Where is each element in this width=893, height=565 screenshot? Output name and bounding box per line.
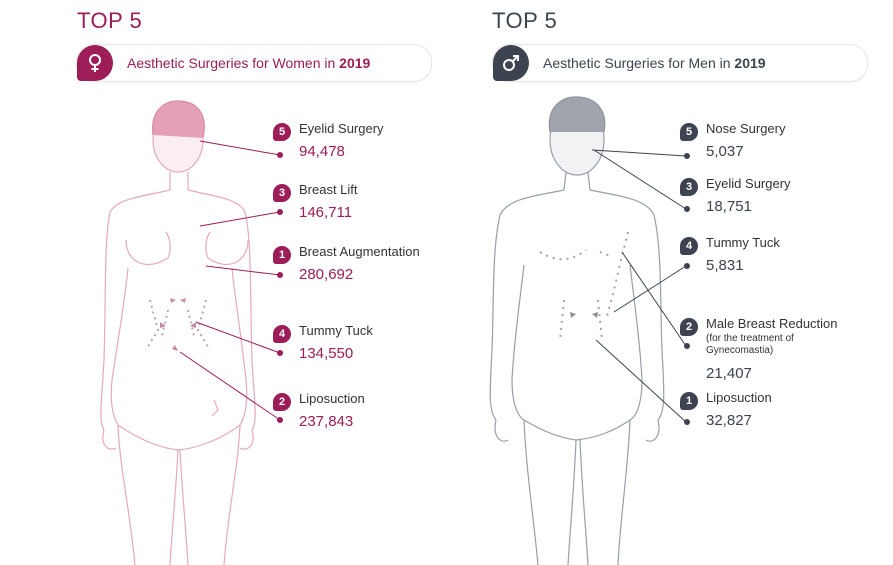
leader-dot: [277, 350, 283, 356]
item-value: 5,037: [706, 143, 744, 160]
female-symbol-icon: [77, 45, 113, 81]
rank-badge: 2: [273, 393, 291, 411]
leader-dot: [684, 263, 690, 269]
leader-dot: [684, 343, 690, 349]
leader-dot: [277, 417, 283, 423]
rank-badge: 2: [680, 318, 698, 336]
item-note: (for the treatment of Gynecomastia): [706, 333, 794, 356]
item-label: Breast Lift: [299, 182, 358, 197]
item-label: Liposuction: [299, 391, 365, 406]
item-label: Male Breast Reduction: [706, 316, 838, 331]
item-value: 18,751: [706, 198, 752, 215]
rank-badge: 1: [680, 392, 698, 410]
man-body-illustration: [489, 96, 687, 565]
item-value: 237,843: [299, 413, 354, 430]
rank-badge: 4: [680, 237, 698, 255]
rank-badge: 1: [273, 246, 291, 264]
men-header-text: Aesthetic Surgeries for Men in 2019: [543, 55, 766, 71]
item-label: Liposuction: [706, 390, 772, 405]
leader-dot: [277, 272, 283, 278]
leader-dot: [277, 152, 283, 158]
leader-dot: [684, 153, 690, 159]
item-label: Eyelid Surgery: [299, 121, 384, 136]
woman-body-illustration: [100, 100, 281, 565]
item-value: 94,478: [299, 143, 345, 160]
leader-dot: [277, 209, 283, 215]
item-value: 280,692: [299, 266, 354, 283]
leader-dot: [684, 206, 690, 212]
item-value: 32,827: [706, 412, 752, 429]
rank-badge: 3: [273, 184, 291, 202]
men-panel: TOP 5 Aesthetic Surgeries for Men in 201…: [446, 0, 893, 565]
leader-dot: [684, 419, 690, 425]
rank-badge: 3: [680, 178, 698, 196]
men-top-title: TOP 5: [492, 8, 558, 33]
women-header-year: 2019: [339, 55, 371, 71]
item-value: 134,550: [299, 345, 354, 362]
rank-badge: 5: [273, 123, 291, 141]
item-value: 5,831: [706, 257, 744, 274]
women-panel: TOP 5 Aesthetic Surgeries for Women in 2…: [0, 0, 446, 565]
item-label: Eyelid Surgery: [706, 176, 791, 191]
item-value: 146,711: [299, 204, 353, 221]
male-symbol-icon: [493, 45, 529, 81]
item-label: Tummy Tuck: [299, 323, 373, 338]
rank-badge: 4: [273, 325, 291, 343]
women-header-text: Aesthetic Surgeries for Women in 2019: [127, 55, 371, 71]
item-label: Tummy Tuck: [706, 235, 780, 250]
rank-badge: 5: [680, 123, 698, 141]
men-header-year: 2019: [734, 55, 766, 71]
item-label: Nose Surgery: [706, 121, 786, 136]
women-top-title: TOP 5: [77, 8, 143, 33]
women-header-pill: Aesthetic Surgeries for Women in 2019: [76, 44, 432, 82]
men-header-pill: Aesthetic Surgeries for Men in 2019: [492, 44, 868, 82]
item-value: 21,407: [706, 365, 752, 382]
item-label: Breast Augmentation: [299, 244, 420, 259]
